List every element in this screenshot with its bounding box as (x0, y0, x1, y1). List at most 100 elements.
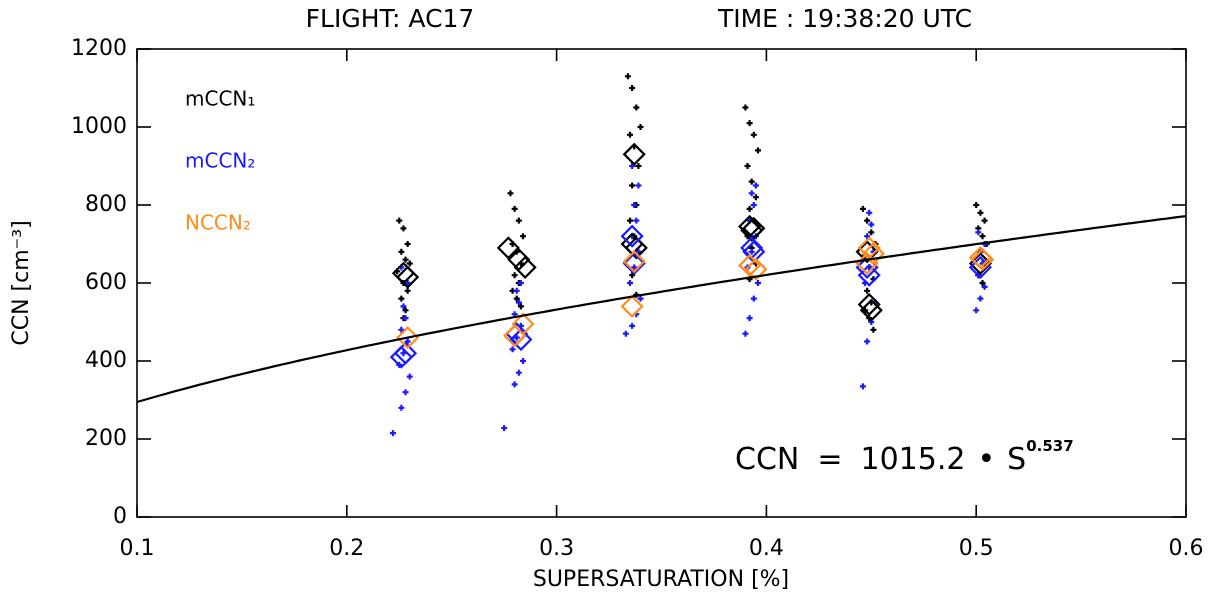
point (517, 303, 524, 310)
point (398, 404, 405, 411)
point (742, 330, 749, 337)
fit-equation: CCN = 1015.2 • S0.537 (735, 437, 1074, 477)
point (979, 280, 986, 286)
y-tick-label: 0 (113, 504, 127, 529)
y-tick-label: 1000 (71, 114, 127, 139)
point (637, 124, 644, 130)
point (404, 280, 411, 286)
point (864, 287, 871, 294)
mean-marker (859, 298, 883, 322)
point (979, 233, 986, 240)
point (622, 330, 629, 337)
point (501, 425, 508, 432)
point (750, 202, 757, 208)
point (629, 85, 636, 91)
mean-marker (622, 249, 646, 274)
point (511, 272, 518, 279)
point (389, 430, 396, 437)
point (398, 326, 405, 333)
point (746, 315, 753, 322)
x-tick-label: 0.2 (329, 536, 364, 561)
point (752, 182, 759, 189)
mean-marker (742, 216, 766, 240)
y-tick-label: 200 (85, 426, 127, 451)
y-tick-label: 400 (85, 348, 127, 373)
point (750, 131, 757, 138)
legend-label: mCCN₁ (185, 87, 255, 111)
mean-marker (738, 214, 762, 239)
x-tick-label: 0.4 (749, 536, 784, 561)
mean-marker (857, 263, 881, 287)
mean-marker (622, 251, 646, 276)
point (400, 225, 407, 232)
point (513, 287, 520, 294)
point (511, 381, 518, 388)
mean-marker (396, 265, 420, 289)
mean-marker (744, 257, 768, 281)
x-tick-label: 0.5 (959, 536, 994, 561)
mean-marker (857, 236, 881, 260)
fit-operator: = (817, 442, 842, 477)
point (981, 283, 988, 290)
point (629, 163, 636, 169)
point (629, 272, 636, 279)
point (635, 163, 642, 169)
point (511, 205, 518, 212)
point (748, 178, 755, 185)
point (402, 315, 409, 322)
point (517, 280, 524, 286)
mean-marker (389, 345, 413, 369)
point (864, 217, 871, 224)
point (864, 338, 871, 345)
point (398, 248, 405, 255)
x-tick-label: 0.6 (1169, 536, 1204, 561)
x-tick-label: 0.1 (120, 536, 155, 561)
point (402, 307, 409, 314)
point (748, 190, 755, 197)
point (635, 182, 642, 189)
x-tick-label: 0.3 (539, 536, 574, 561)
point (868, 229, 875, 236)
mean-marker (861, 242, 885, 266)
point (633, 217, 640, 224)
point (402, 389, 409, 396)
point (981, 217, 988, 224)
point (868, 221, 875, 228)
mean-marker (620, 294, 644, 318)
point (627, 131, 634, 138)
point (631, 264, 638, 271)
point (746, 120, 753, 127)
fit-times: • (977, 442, 995, 477)
point (746, 205, 753, 212)
fit-exponent: 0.537 (1026, 437, 1073, 455)
y-axis-label: CCN [cm⁻³] (9, 220, 34, 345)
mean-marker (620, 224, 644, 248)
point (515, 217, 522, 224)
point (404, 287, 411, 294)
point (520, 233, 527, 240)
y-tick-label: 600 (85, 270, 127, 295)
point (515, 299, 522, 306)
point (515, 369, 522, 376)
point (400, 350, 407, 357)
point (742, 104, 749, 111)
point (629, 322, 636, 329)
mean-marker (738, 253, 762, 278)
y-tick-label: 800 (85, 192, 127, 217)
legend-label: NCCN₂ (185, 211, 251, 235)
mean-marker (968, 246, 992, 270)
point (975, 229, 982, 236)
point (973, 202, 980, 208)
point (744, 163, 751, 169)
point (866, 209, 873, 216)
point (633, 104, 640, 111)
point (977, 295, 984, 302)
point (507, 190, 514, 197)
point (629, 182, 636, 189)
fit-curve (136, 215, 1187, 404)
point (627, 217, 634, 224)
point (973, 307, 980, 314)
point (859, 205, 866, 212)
mean-marker (509, 327, 533, 352)
